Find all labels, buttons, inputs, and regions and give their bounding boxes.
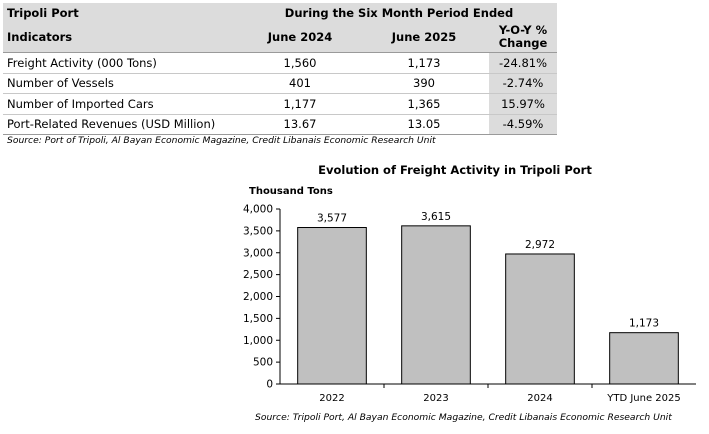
port-indicators-table: Tripoli Port During the Six Month Period… [3,3,557,135]
table-row: Freight Activity (000 Tons) 1,560 1,173 … [3,52,557,74]
y-axis-unit-label: Thousand Tons [249,186,333,197]
y-tick-label: 2,000 [243,291,273,303]
row-label: Number of Imported Cars [3,93,241,115]
y-tick-label: 0 [266,379,273,391]
row-label: Port-Related Revenues (USD Million) [3,114,241,135]
row-value-2024: 401 [241,73,359,94]
x-category-label: 2022 [319,393,344,404]
row-value-2025: 1,173 [359,52,489,74]
table-title: Tripoli Port [3,3,241,22]
bar [401,225,471,385]
y-tick-label: 1,500 [243,313,273,325]
y-tick-label: 4,000 [243,204,273,216]
row-value-2025: 390 [359,73,489,94]
y-tick-label: 3,500 [243,225,273,237]
bar-value-label: 3,577 [317,213,347,225]
table-header-row: Tripoli Port During the Six Month Period… [3,3,557,22]
table-row: Number of Vessels 401 390 -2.74% [3,73,557,94]
bar [505,253,575,385]
row-value-2024: 1,177 [241,93,359,115]
row-label: Freight Activity (000 Tons) [3,52,241,74]
row-yoy: 15.97% [489,93,557,115]
col-yoy-line1: Y-O-Y % [498,23,548,37]
bar-value-label: 3,615 [421,211,451,223]
table-source-note: Source: Port of Tripoli, Al Bayan Econom… [7,135,436,146]
y-tick-label: 500 [253,357,273,369]
bar-value-label: 2,972 [525,239,555,251]
row-value-2024: 13.67 [241,114,359,135]
col-june-2025: June 2025 [359,22,489,53]
x-category-label: 2023 [423,393,448,404]
x-category-label: YTD June 2025 [606,393,681,404]
y-tick-label: 2,500 [243,269,273,281]
chart-source-note: Source: Tripoli Port, Al Bayan Economic … [255,412,672,423]
row-label: Number of Vessels [3,73,241,94]
chart-title: Evolution of Freight Activity in Tripoli… [318,163,592,177]
row-value-2025: 1,365 [359,93,489,115]
col-yoy-line2: Change [498,36,548,50]
table-row: Number of Imported Cars 1,177 1,365 15.9… [3,93,557,115]
column-header-row: Indicators June 2024 June 2025 Y-O-Y % C… [3,22,557,53]
row-value-2025: 13.05 [359,114,489,135]
row-value-2024: 1,560 [241,52,359,74]
x-category-label: 2024 [527,393,552,404]
table-row: Port-Related Revenues (USD Million) 13.6… [3,114,557,135]
bar [297,227,367,385]
row-yoy: -4.59% [489,114,557,135]
row-yoy: -2.74% [489,73,557,94]
period-header: During the Six Month Period Ended [241,3,557,22]
row-yoy: -24.81% [489,52,557,74]
col-indicators: Indicators [3,22,241,53]
col-yoy-change: Y-O-Y % Change [489,22,557,53]
bar [609,332,679,385]
y-tick-label: 3,000 [243,247,273,259]
col-june-2024: June 2024 [241,22,359,53]
bar-value-label: 1,173 [629,318,659,330]
y-tick-label: 1,000 [243,335,273,347]
